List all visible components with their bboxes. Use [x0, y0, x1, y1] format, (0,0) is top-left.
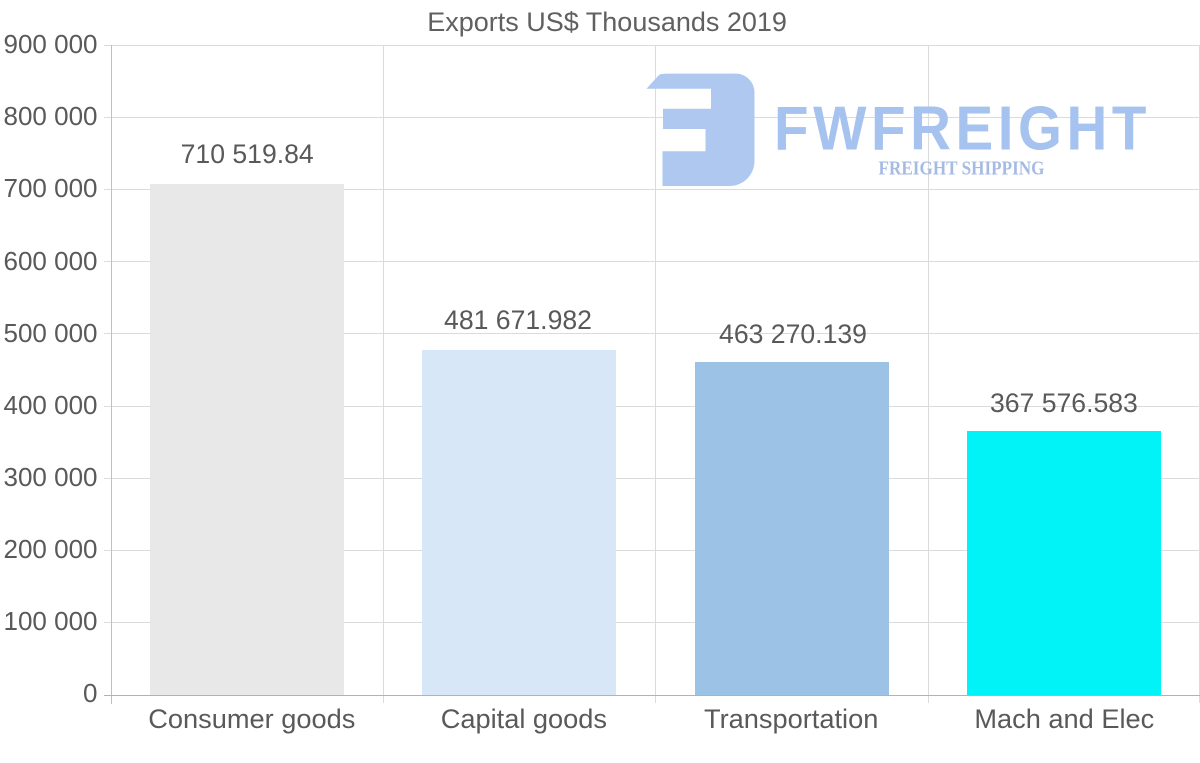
svg-text:FWFREIGHT: FWFREIGHT: [774, 95, 1151, 164]
svg-text:FREIGHT SHIPPING: FREIGHT SHIPPING: [879, 159, 1045, 180]
